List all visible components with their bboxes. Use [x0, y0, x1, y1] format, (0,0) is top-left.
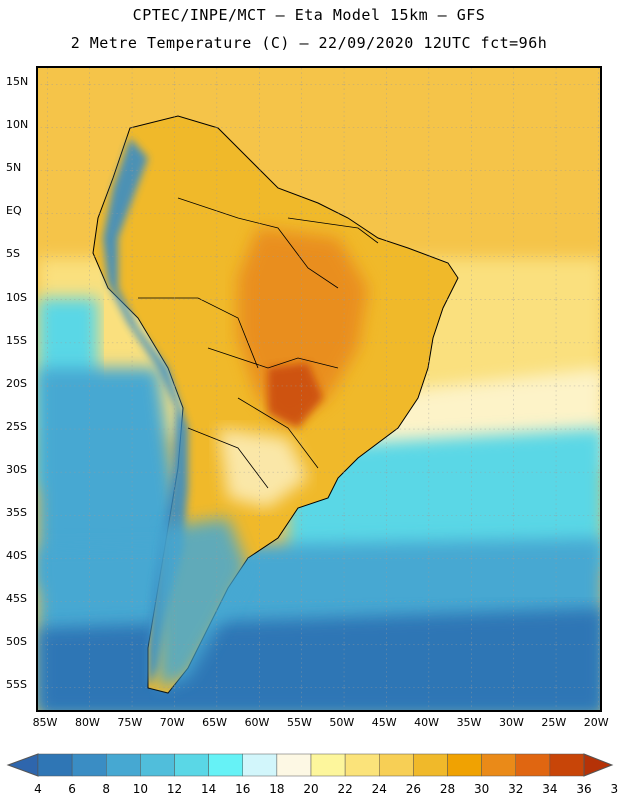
latitude-label: 25S	[6, 419, 27, 433]
longitude-label: 80W	[74, 716, 100, 729]
colorbar-swatch	[310, 753, 346, 777]
latitude-label: 5S	[6, 247, 20, 261]
colorbar-swatch	[379, 753, 414, 777]
colorbar-arrow-right	[583, 753, 614, 777]
longitude-label: 60W	[244, 716, 270, 729]
colorbar-label: 10	[132, 782, 149, 796]
latitude-label: 10S	[6, 290, 27, 304]
colorbar-label: 32	[508, 782, 524, 796]
colorbar-swatch	[413, 753, 448, 777]
colorbar-label: 20	[303, 782, 319, 796]
colorbar-label: 38	[610, 782, 618, 796]
latitude-label: 20S	[6, 376, 27, 390]
colorbar-swatch	[549, 753, 585, 777]
longitude-label: 30W	[498, 716, 524, 729]
colorbar-label: 18	[269, 782, 285, 796]
colorbar-swatch	[515, 753, 551, 777]
longitude-label: 75W	[117, 716, 143, 729]
longitude-label: 40W	[414, 716, 440, 729]
latitude-label: 40S	[6, 549, 27, 563]
longitude-label: 20W	[583, 716, 609, 729]
colorbar-swatch	[276, 753, 312, 777]
colorbar-label: 22	[337, 782, 353, 796]
colorbar-label: 4	[34, 782, 42, 796]
colorbar-label: 36	[576, 782, 592, 796]
latitude-label: 10N	[6, 118, 29, 132]
map-subtitle: 2 Metre Temperature (C) – 22/09/2020 12U…	[70, 34, 548, 52]
colorbar-label: 12	[166, 782, 183, 796]
temperature-map	[36, 66, 602, 712]
colorbar-swatch	[37, 753, 73, 777]
latitude-label: 55S	[6, 678, 27, 692]
colorbar-label: 28	[439, 782, 456, 796]
longitude-label: 85W	[32, 716, 58, 729]
latitude-label: 30S	[6, 462, 27, 476]
colorbar	[6, 753, 614, 777]
latitude-label: 5N	[6, 161, 22, 175]
colorbar-label: 16	[235, 782, 251, 796]
colorbar-label: 26	[405, 782, 422, 796]
latitude-label: 35S	[6, 506, 27, 519]
colorbar-label: 14	[200, 782, 217, 796]
colorbar-label: 24	[371, 782, 387, 796]
colorbar-swatch	[174, 753, 209, 777]
colorbar-label: 34	[542, 782, 558, 796]
colorbar-swatch	[208, 753, 243, 777]
colorbar-swatch	[71, 753, 107, 777]
longitude-label: 55W	[286, 716, 312, 729]
colorbar-swatch	[344, 753, 380, 777]
longitude-label: 25W	[541, 716, 567, 729]
latitude-label: 50S	[6, 635, 27, 649]
map-canvas	[38, 68, 600, 710]
colorbar-label: 6	[68, 782, 76, 796]
graticule	[38, 68, 600, 710]
latitude-label: 45S	[6, 592, 27, 606]
colorbar-swatch	[447, 753, 482, 777]
latitude-label: EQ	[6, 204, 22, 218]
colorbar-swatch	[481, 753, 516, 777]
latitude-label: 15S	[6, 333, 27, 347]
map-title: CPTEC/INPE/MCT – Eta Model 15km – GFS	[132, 6, 486, 24]
colorbar-swatch	[242, 753, 278, 777]
longitude-label: 35W	[456, 716, 482, 729]
colorbar-label: 30	[473, 782, 490, 796]
longitude-label: 70W	[159, 716, 185, 729]
longitude-label: 45W	[371, 716, 397, 729]
colorbar-swatch	[140, 753, 175, 777]
colorbar-arrow-left	[6, 753, 39, 777]
latitude-label: 15N	[6, 75, 29, 88]
longitude-label: 65W	[202, 716, 228, 729]
colorbar-swatch	[106, 753, 141, 777]
longitude-label: 50W	[329, 716, 355, 729]
colorbar-label: 8	[102, 782, 111, 796]
